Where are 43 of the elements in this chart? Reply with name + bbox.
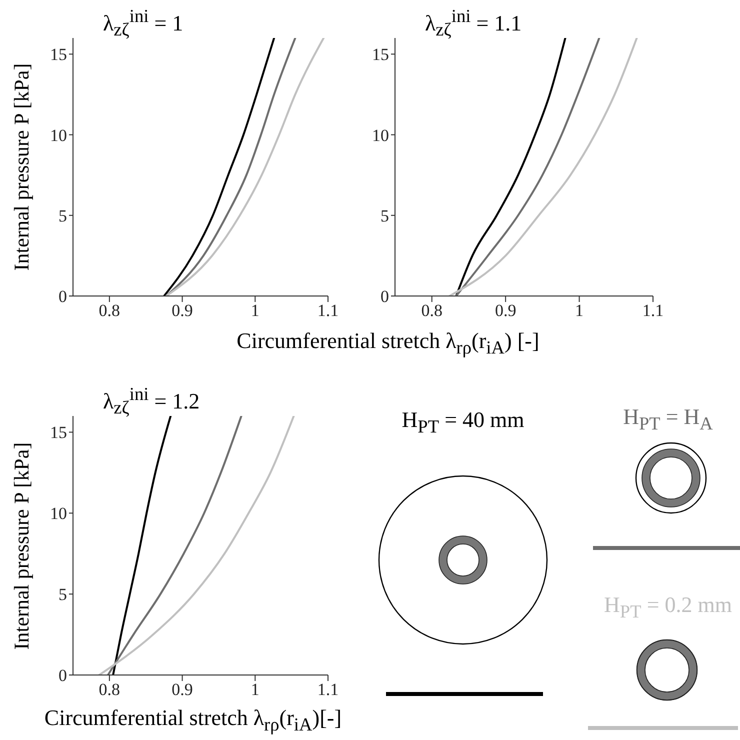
x-axis-title: Circumferential stretch λ$_{rρ}$(r$_{iA}$) [-] <box>236 328 540 358</box>
line-series <box>165 38 296 296</box>
y-tick-label: 5 <box>380 206 389 226</box>
chart-title: λ$_{zζ}$$^{ini}$ = 1 <box>103 6 184 41</box>
y-tick-label: 0 <box>58 287 67 306</box>
y-tick-label: 15 <box>372 45 389 64</box>
y-tick-label: 15 <box>50 45 67 64</box>
y-tick-label: 5 <box>58 585 67 604</box>
x-tick-label: 1.1 <box>317 680 339 700</box>
x-tick-label: 1 <box>575 301 584 320</box>
y-axis-title: Internal pressure P [kPa] <box>10 63 34 271</box>
text: H$_{PT}$ = H$_{A}$ <box>623 404 713 434</box>
x-tick-label: 0.8 <box>98 680 120 700</box>
y-axis-title: Internal pressure P [kPa] <box>10 442 34 650</box>
y-tick-label: 0 <box>58 666 67 686</box>
x-tick-label: 1 <box>250 301 260 320</box>
line-series <box>448 38 638 296</box>
x-tick-label: 1.1 <box>642 301 664 320</box>
x-tick-label: 0.9 <box>172 301 193 320</box>
line-series <box>98 416 295 675</box>
line-series <box>112 416 172 675</box>
y-tick-label: 10 <box>50 504 67 524</box>
x-tick-label: 1.1 <box>317 301 339 320</box>
y-tick-label: 15 <box>50 423 67 442</box>
x-tick-label: 0.8 <box>98 301 120 320</box>
line-series <box>163 38 276 296</box>
y-tick-label: 10 <box>372 126 389 145</box>
x-axis-title: Circumferential stretch λ$_{rρ}$(r$_{iA}$)[-] <box>43 705 343 736</box>
x-tick-label: 0.8 <box>421 301 442 320</box>
line-series <box>455 38 600 296</box>
x-tick-label: 0.9 <box>494 301 516 320</box>
line-series <box>455 38 566 296</box>
y-tick-label: 0 <box>380 287 389 306</box>
x-tick-label: 1 <box>250 680 260 700</box>
chart-title: λ$_{zζ}$$^{ini}$ = 1.2 <box>103 384 200 419</box>
chart-title: λ$_{zζ}$$^{ini}$ = 1.1 <box>425 6 522 41</box>
text: H$_{PT}$ = 40 mm <box>402 407 524 438</box>
y-tick-label: 5 <box>58 206 67 226</box>
line-series <box>165 38 325 296</box>
text: H$_{PT}$ = 0.2 mm <box>604 592 732 622</box>
y-tick-label: 10 <box>50 126 67 145</box>
x-tick-label: 0.9 <box>172 680 193 700</box>
line-series <box>106 416 242 675</box>
